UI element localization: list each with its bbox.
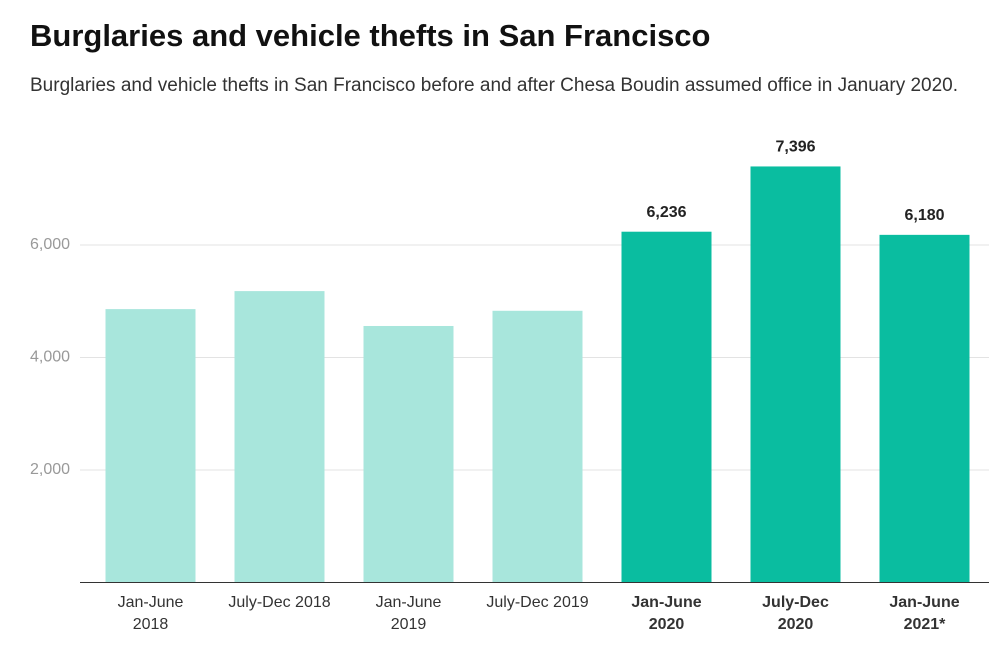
x-tick-label: 2020: [778, 616, 814, 633]
x-tick-label: 2018: [133, 616, 169, 633]
bar: [492, 310, 583, 583]
data-label: 6,180: [904, 207, 944, 224]
x-tick-label: Jan-June: [118, 594, 184, 611]
x-tick-label: July-Dec: [762, 594, 829, 611]
bar: [879, 234, 970, 583]
x-tick-label: July-Dec 2019: [486, 594, 588, 611]
bar: [750, 166, 841, 583]
bar: [363, 325, 454, 583]
y-tick-label: 4,000: [30, 349, 70, 366]
x-tick-label: 2021*: [904, 616, 947, 633]
x-tick-label: July-Dec 2018: [228, 594, 330, 611]
x-tick-label: 2019: [391, 616, 427, 633]
bar: [621, 231, 712, 583]
data-label: 6,236: [646, 204, 686, 221]
chart-title: Burglaries and vehicle thefts in San Fra…: [30, 18, 711, 53]
bar: [105, 309, 196, 583]
x-tick-label: Jan-June: [631, 594, 701, 611]
y-tick-label: 2,000: [30, 461, 70, 478]
x-tick-label: 2020: [649, 616, 685, 633]
x-tick-label: Jan-June: [889, 594, 959, 611]
y-tick-label: 6,000: [30, 236, 70, 253]
x-tick-label: Jan-June: [376, 594, 442, 611]
bar: [234, 291, 325, 583]
chart-subtitle: Burglaries and vehicle thefts in San Fra…: [30, 75, 959, 96]
data-label: 7,396: [775, 139, 815, 156]
